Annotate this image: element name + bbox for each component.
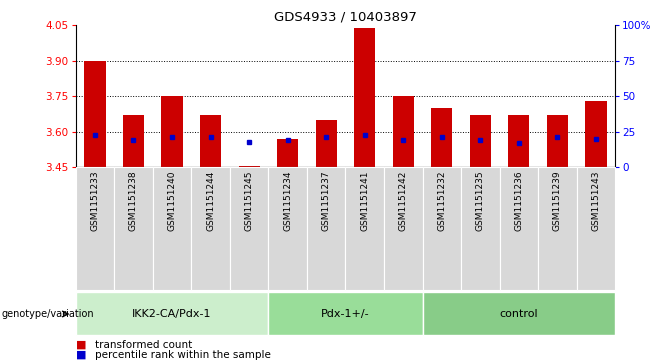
Bar <box>191 167 230 290</box>
Text: GSM1151243: GSM1151243 <box>592 171 601 231</box>
Bar <box>238 166 260 167</box>
Text: GSM1151232: GSM1151232 <box>438 171 446 231</box>
Bar <box>277 139 298 167</box>
Text: GSM1151233: GSM1151233 <box>90 171 99 231</box>
Bar <box>470 115 491 167</box>
Text: IKK2-CA/Pdx-1: IKK2-CA/Pdx-1 <box>132 309 212 319</box>
Text: ■: ■ <box>76 340 86 350</box>
Text: GSM1151242: GSM1151242 <box>399 171 408 231</box>
Bar <box>345 167 384 290</box>
Text: GSM1151239: GSM1151239 <box>553 171 562 231</box>
Bar <box>200 115 221 167</box>
Bar <box>84 61 105 167</box>
Bar <box>384 167 422 290</box>
Bar <box>153 167 191 290</box>
Bar <box>354 28 375 167</box>
Bar <box>268 167 307 290</box>
Bar <box>422 167 461 290</box>
Bar <box>422 292 615 335</box>
Text: GSM1151241: GSM1151241 <box>360 171 369 231</box>
Bar <box>508 115 530 167</box>
Text: GSM1151234: GSM1151234 <box>283 171 292 231</box>
Text: GSM1151238: GSM1151238 <box>129 171 138 231</box>
Text: ■: ■ <box>76 350 86 360</box>
Text: control: control <box>499 309 538 319</box>
Bar <box>230 167 268 290</box>
Text: genotype/variation: genotype/variation <box>1 309 94 319</box>
Bar <box>538 167 576 290</box>
Bar <box>547 115 568 167</box>
Text: transformed count: transformed count <box>95 340 193 350</box>
Text: GSM1151236: GSM1151236 <box>515 171 523 231</box>
Text: GSM1151244: GSM1151244 <box>206 171 215 231</box>
Bar <box>461 167 499 290</box>
Bar <box>123 115 144 167</box>
Bar <box>114 167 153 290</box>
Text: percentile rank within the sample: percentile rank within the sample <box>95 350 271 360</box>
Text: GSM1151245: GSM1151245 <box>245 171 253 231</box>
Bar <box>76 167 114 290</box>
Bar <box>76 292 268 335</box>
Bar <box>586 101 607 167</box>
Bar <box>268 292 422 335</box>
Bar <box>576 167 615 290</box>
Text: GSM1151237: GSM1151237 <box>322 171 331 231</box>
Text: GDS4933 / 10403897: GDS4933 / 10403897 <box>274 11 417 24</box>
Bar <box>161 96 183 167</box>
Bar <box>393 96 414 167</box>
Bar <box>431 108 453 167</box>
Text: GSM1151240: GSM1151240 <box>168 171 176 231</box>
Bar <box>307 167 345 290</box>
Text: Pdx-1+/-: Pdx-1+/- <box>321 309 370 319</box>
Bar <box>499 167 538 290</box>
Text: GSM1151235: GSM1151235 <box>476 171 485 231</box>
Bar <box>316 120 337 167</box>
